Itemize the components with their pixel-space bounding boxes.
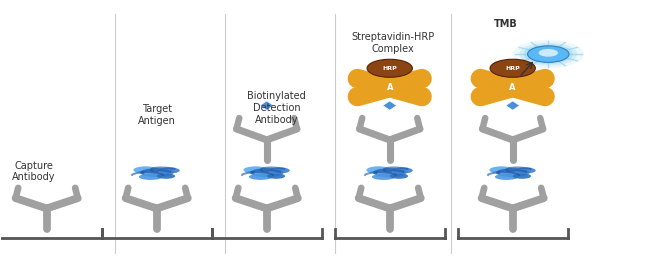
Ellipse shape [367, 166, 391, 174]
Circle shape [528, 46, 569, 62]
Text: Streptavidin-HRP
Complex: Streptavidin-HRP Complex [352, 32, 435, 54]
Ellipse shape [157, 173, 175, 179]
Ellipse shape [373, 168, 407, 177]
Ellipse shape [249, 174, 272, 180]
Ellipse shape [390, 173, 408, 179]
Circle shape [490, 59, 536, 77]
Ellipse shape [268, 167, 290, 173]
Ellipse shape [391, 167, 413, 173]
Ellipse shape [495, 174, 518, 180]
Circle shape [519, 43, 577, 66]
Ellipse shape [489, 166, 514, 174]
Polygon shape [383, 101, 396, 110]
Ellipse shape [372, 174, 395, 180]
Text: Biotinylated
Detection
Antibody: Biotinylated Detection Antibody [247, 92, 306, 125]
Ellipse shape [496, 168, 530, 177]
Text: HRP: HRP [505, 66, 520, 71]
Ellipse shape [158, 167, 180, 173]
Polygon shape [260, 101, 274, 110]
Ellipse shape [514, 167, 536, 173]
Ellipse shape [250, 168, 283, 177]
Ellipse shape [266, 173, 285, 179]
Text: A: A [510, 83, 516, 92]
Circle shape [539, 49, 558, 57]
Ellipse shape [513, 173, 531, 179]
Text: TMB: TMB [495, 20, 518, 29]
Text: HRP: HRP [382, 66, 397, 71]
Text: A: A [387, 83, 393, 92]
Circle shape [367, 59, 412, 77]
Circle shape [524, 44, 573, 64]
Circle shape [513, 40, 584, 68]
Ellipse shape [140, 168, 174, 177]
Polygon shape [506, 101, 520, 110]
Ellipse shape [133, 166, 158, 174]
Text: Capture
Antibody: Capture Antibody [12, 161, 55, 183]
Text: Target
Antigen: Target Antigen [138, 104, 176, 126]
Ellipse shape [139, 174, 162, 180]
Ellipse shape [243, 166, 268, 174]
